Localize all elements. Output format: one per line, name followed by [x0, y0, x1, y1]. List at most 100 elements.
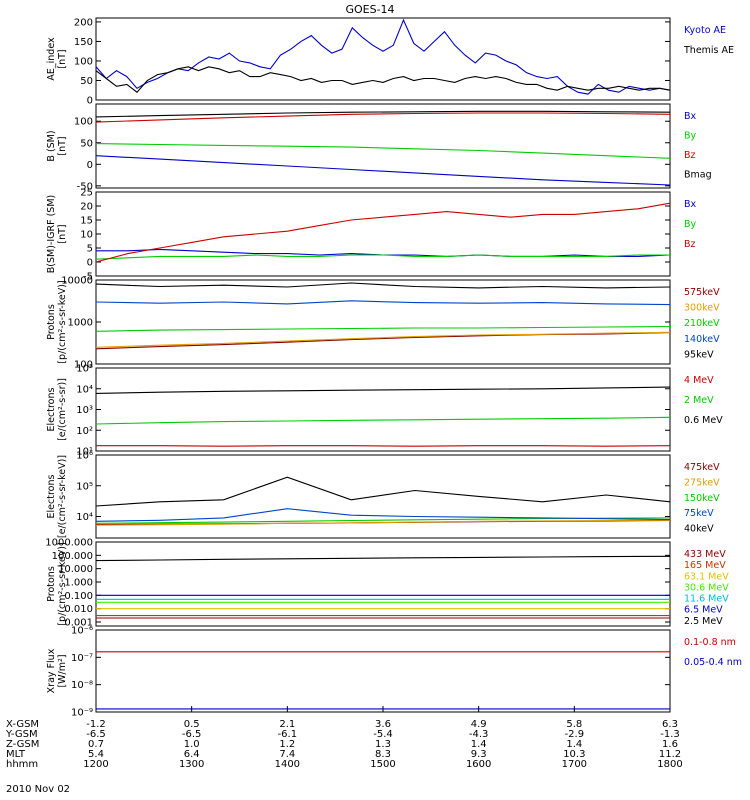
x-tick-label: 1800 — [657, 759, 682, 770]
series-line-210kev — [95, 325, 671, 332]
y-tick-label: 100 — [74, 56, 93, 67]
x-tick-label: 1200 — [83, 759, 108, 770]
y-tick-label: 1000 — [68, 318, 93, 329]
chart-title: GOES-14 — [345, 3, 394, 16]
y-tick-label: 15 — [80, 216, 93, 227]
y-tick-label: 10³ — [76, 405, 93, 416]
date-label: 2010 Nov 02 — [6, 784, 70, 795]
y-tick-label: 1.000 — [64, 577, 93, 588]
y-tick-label: 0.001 — [64, 617, 93, 628]
y-tick-label: 50 — [80, 76, 93, 87]
y-axis-label: [e/(cm²-s-sr-keV)] — [57, 455, 68, 538]
legend-label: 475keV — [684, 462, 720, 473]
x-tick-label: -2.9 — [565, 729, 585, 740]
x-tick-label: 5.4 — [88, 749, 104, 760]
x-tick-label: -1.3 — [660, 729, 680, 740]
x-tick-label: 1.0 — [184, 739, 200, 750]
series-line-40kev — [95, 476, 671, 507]
y-tick-label: 100 — [74, 360, 93, 371]
y-axis-label: [e/(cm²-s-sr)] — [57, 378, 68, 441]
series-line-bmag — [95, 110, 671, 118]
x-tick-label: 3.6 — [375, 719, 391, 730]
x-tick-label: -6.5 — [86, 729, 106, 740]
panel-frame — [95, 279, 671, 365]
panel-frame — [95, 541, 671, 627]
legend-label: Bx — [684, 199, 697, 210]
legend-label: 11.6 MeV — [684, 594, 729, 605]
y-tick-label: 10⁻⁷ — [71, 653, 93, 664]
series-line-by — [95, 254, 670, 260]
y-tick-label: 20 — [80, 202, 93, 213]
y-tick-label: 10⁻⁶ — [71, 626, 93, 637]
series-line-bz — [95, 202, 671, 263]
x-row-label: Z-GSM — [6, 739, 39, 750]
panel-3: -5 0 5 10 15 20 25 B(SM)-IGRF (SM) [nT] Bx By Bz — [46, 188, 697, 283]
y-axis-label: [W/m²] — [57, 654, 68, 687]
legend-label: Bmag — [684, 170, 712, 181]
legend-label: 140keV — [684, 334, 720, 345]
y-axis-label: Protons — [46, 304, 57, 340]
panel-frame — [95, 103, 671, 189]
y-tick-label: 10² — [76, 426, 93, 437]
legend-label: 0.05-0.4 nm — [684, 657, 742, 668]
y-tick-label: 0.100 — [64, 591, 93, 602]
x-tick-label: 1.2 — [279, 739, 295, 750]
series-line-140kev — [95, 300, 671, 306]
x-tick-label: 1.4 — [566, 739, 582, 750]
x-tick-label: -5.4 — [373, 729, 393, 740]
panel-6: 10⁴ 10⁵ 10⁶ Electrons [e/(cm²-s-sr-keV)] 475k… — [46, 451, 720, 539]
y-tick-label: 50 — [80, 138, 93, 149]
y-tick-label: 1000.000 — [45, 538, 93, 549]
legend-label: 165 MeV — [684, 560, 726, 571]
series-line-575kev — [95, 332, 671, 350]
y-tick-label: 10⁻⁸ — [71, 680, 93, 691]
legend-label: 40keV — [684, 524, 714, 535]
x-tick-label: 1.4 — [471, 739, 487, 750]
y-tick-label: 0 — [87, 258, 93, 269]
y-tick-label: 10⁴ — [76, 384, 93, 395]
x-tick-label: 7.4 — [279, 749, 295, 760]
x-tick-label: 9.3 — [471, 749, 487, 760]
legend-label: Themis AE — [683, 45, 734, 56]
y-axis-label: [nT] — [57, 49, 68, 68]
panel-frame — [95, 17, 671, 101]
y-tick-label: 0.010 — [64, 604, 93, 615]
series-line-300kev — [95, 331, 671, 348]
x-tick-label: 6.4 — [184, 749, 200, 760]
legend-label: 95keV — [684, 349, 714, 360]
y-tick-label: 10⁵ — [76, 364, 93, 375]
y-axis-label: AE_index — [46, 37, 57, 81]
y-tick-label: -50 — [77, 181, 93, 192]
x-tick-label: 1500 — [370, 759, 395, 770]
legend-label: Kyoto AE — [684, 25, 726, 36]
legend-label: Bz — [684, 150, 696, 161]
legend-label: 2 MeV — [684, 395, 714, 406]
x-tick-label: 11.2 — [659, 749, 681, 760]
legend-label: 0.1-0.8 nm — [684, 637, 736, 648]
x-tick-label: 6.3 — [662, 719, 678, 730]
x-tick-label: 1400 — [275, 759, 300, 770]
y-tick-label: 0 — [87, 96, 93, 107]
y-axis-label: Protons — [46, 566, 57, 602]
x-tick-label: 0.5 — [184, 719, 200, 730]
y-axis-label: Electrons — [46, 474, 57, 518]
x-row-label: Y-GSM — [5, 729, 38, 740]
y-tick-label: 10.000 — [58, 564, 93, 575]
y-axis-label: B (SM) — [46, 130, 57, 161]
panel-4: 100 1000 10000 Protons [p/(cm²-s-sr-keV)] 575… — [46, 276, 720, 371]
panel-5: 10¹ 10² 10³ 10⁴ 10⁵ Electrons [e/(cm²-s-sr)] 4 … — [46, 364, 723, 458]
series-line-bz — [95, 112, 671, 123]
series-line-kyoto-ae — [95, 18, 671, 95]
legend-label: 6.5 MeV — [684, 605, 723, 616]
panel-frame — [95, 367, 671, 452]
x-tick-label: 1700 — [562, 759, 587, 770]
y-tick-label: 100 — [74, 117, 93, 128]
series-line-0-6-mev — [95, 386, 671, 394]
x-tick-label: 0.7 — [88, 739, 104, 750]
x-tick-label: 1.3 — [375, 739, 391, 750]
panel-2: -50 0 50 100 B (SM) [nT] Bx By Bz Bmag — [46, 103, 712, 192]
panel-1: 0 50 100 150 200 AE_index [nT] Kyoto AE Themis A… — [46, 17, 734, 106]
legend-label: 0.6 MeV — [684, 415, 723, 426]
